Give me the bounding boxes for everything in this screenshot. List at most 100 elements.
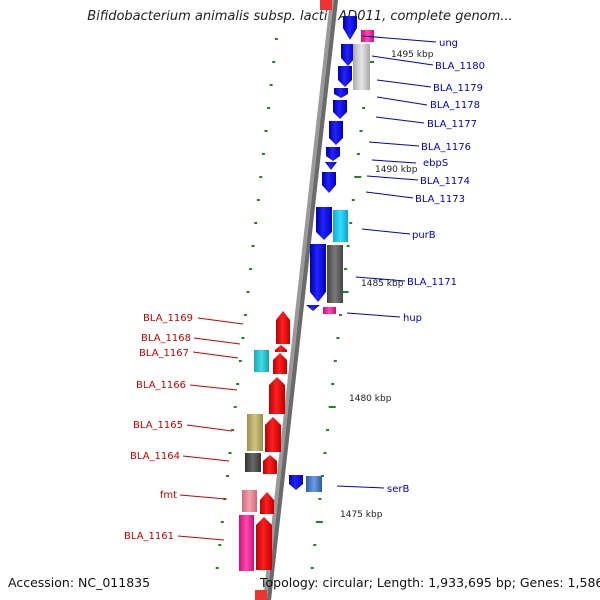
feature-purb[interactable] — [333, 210, 348, 242]
gene-label-bla-1168[interactable]: BLA_1168 — [141, 333, 191, 344]
feature-bla-1164-ext[interactable] — [245, 453, 261, 472]
feature-bla-1167-ext[interactable] — [254, 350, 269, 372]
cds-bla-1178[interactable] — [334, 88, 348, 98]
gene-label-hup[interactable]: hup — [403, 313, 422, 324]
gene-label-serb[interactable]: serB — [387, 484, 409, 495]
kbp-tick-mark — [346, 245, 350, 247]
gene-label-bla-1173[interactable]: BLA_1173 — [415, 194, 465, 205]
cds-bla-1164[interactable] — [263, 455, 277, 474]
kbp-tick-mark — [318, 498, 322, 500]
kbp-tick-mark — [349, 222, 353, 224]
feature-bla-1161-ext[interactable] — [239, 515, 254, 571]
kbp-tick-mark — [321, 475, 324, 477]
cds-bla-1167[interactable] — [273, 353, 287, 374]
gene-label-bla-1164[interactable]: BLA_1164 — [130, 451, 180, 462]
cds-bla-1173[interactable] — [316, 207, 332, 240]
cds-bla-1179[interactable] — [338, 66, 352, 87]
tick-label-1495: 1495 kbp — [391, 50, 434, 60]
cds-bla-1171[interactable] — [310, 244, 326, 302]
kbp-tick-mark — [215, 567, 219, 569]
kbp-tick-mark — [269, 84, 273, 86]
cds-bla-1166[interactable] — [269, 377, 285, 414]
gene-label-bla-1176[interactable]: BLA_1176 — [421, 142, 471, 153]
kbp-tick-mark — [259, 176, 263, 178]
kbp-tick-mark — [354, 176, 362, 178]
kbp-tick-mark — [261, 153, 265, 155]
kbp-tick-mark — [231, 429, 235, 431]
kbp-tick-mark — [256, 199, 260, 201]
gene-label-bla-1161[interactable]: BLA_1161 — [124, 531, 174, 542]
kbp-tick-mark — [331, 383, 335, 385]
gene-label-bla-1179[interactable]: BLA_1179 — [433, 83, 483, 94]
kbp-tick-mark — [267, 107, 271, 109]
cds-bla-1161[interactable] — [256, 517, 272, 570]
kbp-tick-mark — [367, 61, 375, 63]
kbp-tick-mark — [341, 291, 349, 293]
gene-label-bla-1166[interactable]: BLA_1166 — [136, 380, 186, 391]
kbp-tick-mark — [326, 429, 330, 431]
cds-bla-1175[interactable] — [326, 147, 340, 161]
kbp-tick-mark — [362, 107, 366, 109]
tick-label-1480: 1480 kbp — [349, 394, 392, 404]
cds-hup[interactable] — [306, 305, 320, 311]
kbp-tick-layer — [215, 38, 375, 569]
gene-label-ung[interactable]: ung — [439, 38, 458, 49]
cds-serb[interactable] — [289, 475, 303, 490]
cds-bla-1180[interactable] — [341, 44, 355, 66]
gene-label-bla-1165[interactable]: BLA_1165 — [133, 420, 183, 431]
gene-label-bla-1169[interactable]: BLA_1169 — [143, 313, 193, 324]
feature-bla-1180-ext[interactable] — [353, 44, 370, 90]
bottom-cds-stub — [255, 590, 267, 600]
feature-fmt-ext[interactable] — [242, 490, 257, 512]
forward-leader-lines — [336, 35, 437, 489]
kbp-tick-mark — [310, 567, 314, 569]
gene-label-ebps[interactable]: ebpS — [423, 158, 448, 169]
gene-label-bla-1174[interactable]: BLA_1174 — [420, 176, 470, 187]
gene-label-bla-1167[interactable]: BLA_1167 — [139, 348, 189, 359]
cds-bla-1174[interactable] — [322, 172, 336, 193]
cds-bla-1169[interactable] — [276, 311, 290, 344]
gene-label-bla-1180[interactable]: BLA_1180 — [435, 61, 485, 72]
kbp-tick-mark — [241, 337, 245, 339]
feature-serb-ext[interactable] — [306, 476, 322, 492]
reverse-gene-labels: BLA_1169 BLA_1168 BLA_1167 BLA_1166 BLA_… — [124, 313, 193, 542]
kbp-tick-mark — [226, 475, 229, 477]
tick-label-1475: 1475 kbp — [340, 510, 383, 520]
cds-ung[interactable] — [343, 16, 357, 40]
gene-label-bla-1178[interactable]: BLA_1178 — [430, 100, 480, 111]
kbp-tick-mark — [236, 383, 240, 385]
kbp-tick-mark — [243, 314, 247, 316]
gene-label-bla-1171[interactable]: BLA_1171 — [407, 277, 457, 288]
feature-hup-ext[interactable] — [323, 307, 336, 314]
forward-gene-labels: ung BLA_1180 BLA_1179 BLA_1178 BLA_1177 … — [387, 38, 485, 495]
kbp-tick-mark — [344, 268, 348, 270]
gene-label-bla-1177[interactable]: BLA_1177 — [427, 119, 477, 130]
kbp-tick-mark — [328, 406, 336, 408]
cds-bla-1176[interactable] — [329, 121, 343, 145]
feature-bla-1165-ext[interactable] — [247, 414, 263, 451]
kbp-tick-mark — [336, 337, 340, 339]
genome-backbone — [263, 0, 338, 600]
kbp-tick-mark — [238, 360, 242, 362]
cds-bla-1177[interactable] — [333, 100, 347, 119]
cds-ebps[interactable] — [325, 162, 337, 170]
feature-bla-1171-ext[interactable] — [327, 245, 343, 303]
kbp-tick-mark — [249, 268, 253, 270]
top-cds-stub — [320, 0, 332, 10]
kbp-tick-mark — [315, 521, 323, 523]
cds-bla-1165[interactable] — [265, 417, 281, 452]
kbp-tick-mark — [254, 222, 258, 224]
kbp-tick-mark — [333, 360, 337, 362]
kbp-tick-mark — [272, 61, 276, 63]
kbp-tick-mark — [356, 153, 360, 155]
kbp-tick-mark — [251, 245, 255, 247]
gene-label-purb[interactable]: purB — [412, 230, 436, 241]
cds-fmt[interactable] — [260, 492, 274, 514]
kbp-tick-mark — [313, 544, 317, 546]
gene-label-fmt[interactable]: fmt — [160, 490, 177, 501]
reverse-strand-features — [239, 311, 290, 571]
kbp-tick-mark — [338, 314, 342, 316]
kbp-tick-mark — [264, 130, 268, 132]
cds-bla-1168[interactable] — [275, 345, 287, 352]
